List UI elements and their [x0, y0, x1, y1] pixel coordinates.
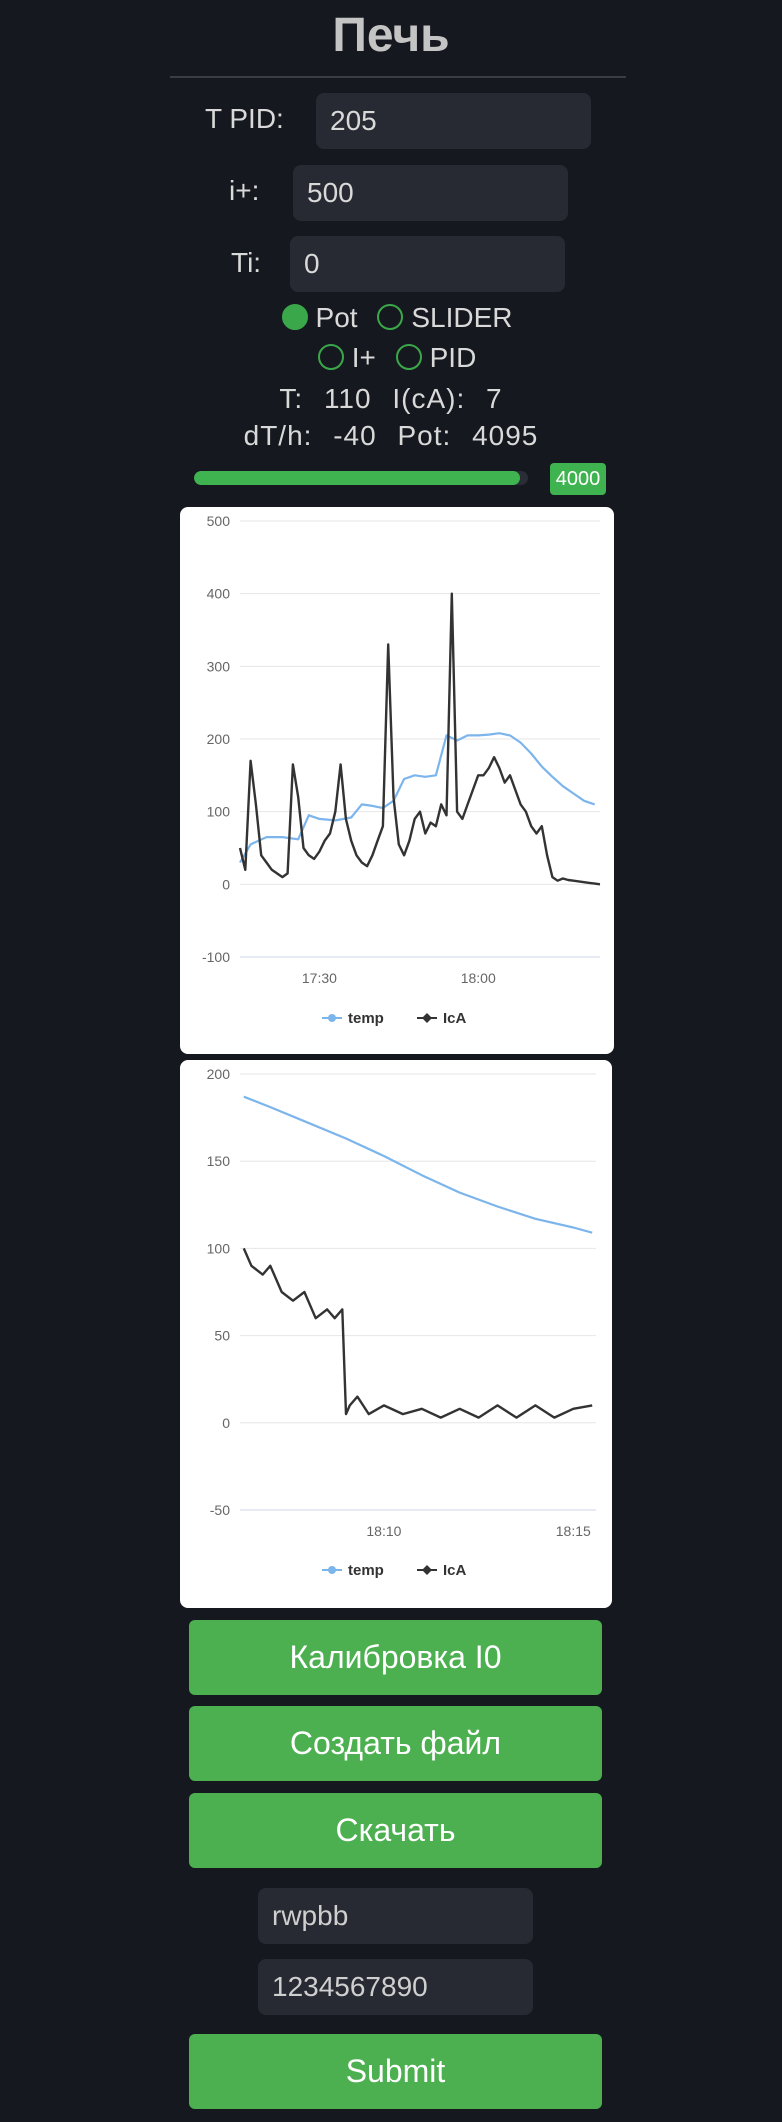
y-tick-label: 400	[207, 586, 231, 602]
submit-button[interactable]: Submit	[189, 2034, 602, 2109]
x-tick-label: 18:15	[556, 1523, 591, 1539]
radio-pid-label: PID	[429, 342, 477, 373]
y-tick-label: 50	[214, 1328, 230, 1344]
legend-label: IcA	[443, 1562, 467, 1579]
y-tick-label: -50	[210, 1502, 230, 1518]
legend-label: IcA	[443, 1010, 467, 1027]
password-input[interactable]: 1234567890	[258, 1959, 533, 2015]
y-tick-label: -100	[202, 949, 230, 965]
t-value: 110	[323, 383, 372, 414]
legend-marker	[422, 1013, 432, 1023]
radio-iplus-label: I+	[351, 342, 376, 373]
chart-card-recent: -50 0 50 100 150 200 18:10 18:15 temp IcA	[180, 1060, 612, 1608]
y-tick-label: 200	[207, 1066, 231, 1082]
series-line-temp	[243, 1095, 593, 1234]
legend-label: temp	[348, 1562, 384, 1579]
y-tick-label: 100	[207, 804, 231, 820]
download-button[interactable]: Скачать	[189, 1793, 602, 1868]
title-divider	[170, 76, 626, 78]
series-line-temp	[239, 732, 596, 864]
create-file-button[interactable]: Создать файл	[189, 1706, 602, 1781]
series-line-ica	[242, 1247, 593, 1419]
y-tick-label: 0	[222, 1415, 230, 1431]
slider-value-badge: 4000	[550, 463, 606, 495]
y-tick-label: 0	[222, 876, 230, 892]
t-label: T:	[279, 383, 304, 414]
y-tick-label: 300	[207, 658, 231, 674]
radio-iplus[interactable]	[317, 344, 344, 370]
ti-label: Ti:	[231, 247, 262, 278]
calibrate-button[interactable]: Калибровка I0	[189, 1620, 602, 1695]
ti-input[interactable]: 0	[290, 236, 565, 292]
legend-marker	[328, 1014, 336, 1022]
ssid-input[interactable]: rwpbb	[258, 1888, 533, 1944]
iplus-label: i+:	[229, 175, 260, 206]
radio-pot[interactable]	[281, 304, 308, 330]
mode-radio-row-2: I+ PID	[0, 342, 782, 374]
history-chart: -100 0 100 200 300 400 500 17:30 18:00 temp IcA	[202, 513, 601, 1027]
pot-label: Pot:	[397, 420, 452, 451]
x-tick-label: 17:30	[302, 970, 337, 986]
page-title: Печь	[332, 9, 450, 62]
legend-marker	[422, 1565, 432, 1575]
status-row-2: dT/h: -40 Pot: 4095	[0, 420, 782, 452]
legend-marker	[328, 1566, 336, 1574]
iplus-input[interactable]: 500	[293, 165, 568, 221]
radio-slider-label: SLIDER	[411, 302, 513, 333]
radio-slider[interactable]	[377, 304, 404, 330]
y-tick-label: 150	[207, 1153, 231, 1169]
dth-label: dT/h:	[243, 420, 313, 451]
mode-radio-row-1: Pot SLIDER	[0, 302, 782, 334]
tpid-input[interactable]: 205	[316, 93, 591, 149]
radio-pid[interactable]	[395, 344, 422, 370]
y-tick-label: 200	[207, 731, 231, 747]
chart-card-history: -100 0 100 200 300 400 500 17:30 18:00 temp IcA	[180, 507, 614, 1054]
dth-value: -40	[333, 420, 377, 451]
x-tick-label: 18:00	[461, 970, 496, 986]
status-row-1: T: 110 I(cA): 7	[0, 383, 782, 415]
x-tick-label: 18:10	[366, 1523, 401, 1539]
radio-pot-label: Pot	[315, 302, 358, 333]
legend-label: temp	[348, 1010, 384, 1027]
pot-value: 4095	[472, 420, 539, 451]
tpid-label: T PID:	[205, 103, 284, 134]
pot-slider[interactable]	[194, 471, 528, 485]
pot-slider-fill	[194, 471, 521, 485]
y-tick-label: 500	[207, 513, 231, 529]
y-tick-label: 100	[207, 1240, 231, 1256]
series-line-ica	[238, 592, 601, 886]
ica-value: 7	[486, 383, 503, 414]
ica-label: I(cA):	[392, 383, 466, 414]
recent-chart: -50 0 50 100 150 200 18:10 18:15 temp IcA	[207, 1066, 596, 1579]
